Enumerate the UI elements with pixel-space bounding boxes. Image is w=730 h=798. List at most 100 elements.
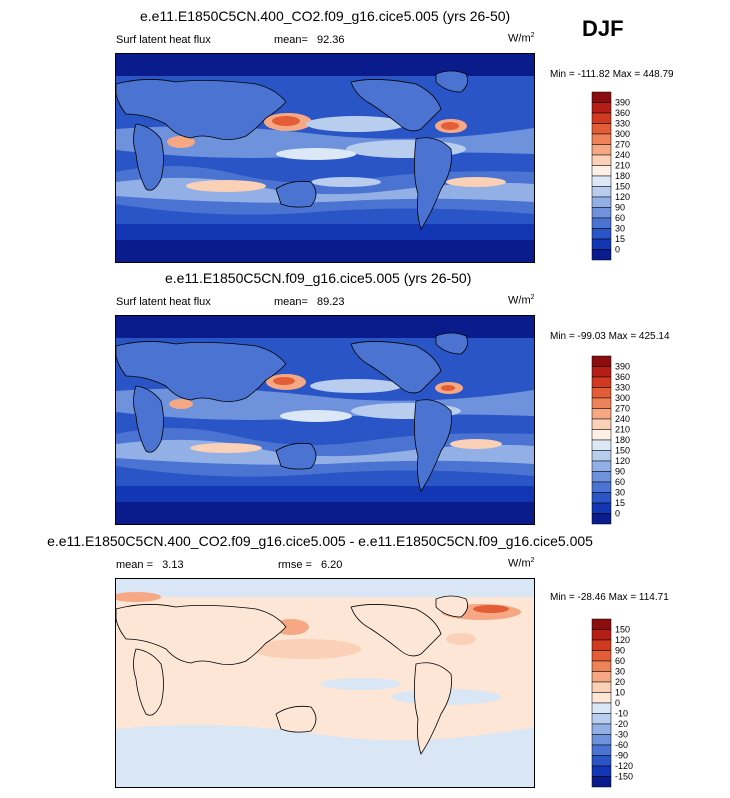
- panel-2-variable: Surf latent heat flux: [116, 296, 211, 308]
- panel-3-map-svg: [116, 579, 534, 787]
- panel-3-colorbar-swatch: [591, 723, 612, 735]
- panel-3-colorbar-swatch: [591, 681, 612, 693]
- panel-3-title: e.e11.E1850C5CN.400_CO2.f09_g16.cice5.00…: [47, 533, 593, 549]
- panel-1-colorbar-tick-label: 120: [615, 192, 630, 202]
- panel-2-units: W/m2: [508, 294, 535, 307]
- panel-2-mean-label: mean=: [274, 296, 308, 308]
- panel-1-colorbar-swatch: [591, 186, 612, 198]
- panel-1-colorbar-tick-label: 90: [615, 203, 625, 213]
- panel-2-colorbar-tick-label: 120: [615, 456, 630, 466]
- panel-2-colorbar-swatch: [591, 502, 612, 514]
- panel-3-colorbar-tick-label: 90: [615, 646, 625, 656]
- panel-3-minmax: Min = -28.46 Max = 114.71: [550, 592, 669, 603]
- panel-3-colorbar-swatch: [591, 650, 612, 662]
- panel-2-colorbar-tick-label: 90: [615, 467, 625, 477]
- panel-3-colorbar-tick-label: -10: [615, 709, 628, 719]
- panel-1-colorbar-swatch: [591, 165, 612, 177]
- panel-2-mean-value: 89.23: [317, 296, 345, 308]
- panel-1-mean: mean= 92.36: [274, 34, 345, 46]
- panel-3-colorbar-tick-label: 150: [615, 625, 630, 635]
- panel-1-colorbar-tick-label: 210: [615, 161, 630, 171]
- panel-2-colorbar-swatch: [591, 471, 612, 483]
- panel-3-colorbar-swatch: [591, 671, 612, 683]
- panel-1-colorbar-swatch: [591, 228, 612, 240]
- panel-2-colorbar-swatch: [591, 429, 612, 441]
- panel-1-colorbar-tick-label: 30: [615, 224, 625, 234]
- panel-2-colorbar-swatch: [591, 366, 612, 378]
- panel-1-colorbar: 390 360 330 300 270 240 210 180 150 120 90 60 30 15 0: [591, 91, 632, 261]
- panel-2-colorbar: 390 360 330 300 270 240 210 180 150 120 90 60 30 15 0: [591, 355, 632, 525]
- panel-3-colorbar-tick-label: 30: [615, 667, 625, 677]
- panel-1-colorbar-tick-label: 330: [615, 119, 630, 129]
- panel-3-colorbar-tick-label: 60: [615, 656, 625, 666]
- panel-3-mean: mean = 3.13: [116, 559, 184, 571]
- panel-3-map: [115, 578, 535, 788]
- panel-3-colorbar-swatch: [591, 692, 612, 704]
- panel-2-colorbar-swatch: [591, 513, 612, 525]
- panel-1-colorbar-tick-label: 180: [615, 171, 630, 181]
- panel-1-units: W/m2: [508, 32, 535, 45]
- panel-1-minmax: Min = -111.82 Max = 448.79: [550, 69, 674, 80]
- panel-3-colorbar-tick-label: -120: [615, 761, 633, 771]
- panel-1-colorbar-tick-label: 360: [615, 108, 630, 118]
- panel-3-colorbar-swatch: [591, 713, 612, 725]
- panel-3-colorbar-swatch: [591, 755, 612, 767]
- panel-1-colorbar-tick-label: 390: [615, 98, 630, 108]
- panel-2-colorbar-swatch: [591, 418, 612, 430]
- panel-2-colorbar-tick-label: 300: [615, 393, 630, 403]
- panel-1-mean-label: mean=: [274, 34, 308, 46]
- panel-3-colorbar-swatch: [591, 744, 612, 756]
- panel-1-colorbar-swatch: [591, 112, 612, 124]
- panel-3-colorbar-tick-label: -60: [615, 740, 628, 750]
- panel-3-colorbar-tick-label: 120: [615, 635, 630, 645]
- panel-3-colorbar-tick-label: -20: [615, 719, 628, 729]
- panel-3-colorbar-tick-label: -90: [615, 751, 628, 761]
- panel-1-title: e.e11.E1850C5CN.400_CO2.f09_g16.cice5.00…: [140, 8, 511, 24]
- panel-2-colorbar-swatch: [591, 450, 612, 462]
- panel-1-colorbar-tick-label: 150: [615, 182, 630, 192]
- season-label: DJF: [582, 16, 624, 41]
- panel-1-variable: Surf latent heat flux: [116, 34, 211, 46]
- panel-2-map: [115, 315, 535, 525]
- panel-3-colorbar-swatch: [591, 734, 612, 746]
- panel-2-colorbar-tick-label: 30: [615, 488, 625, 498]
- panel-3-colorbar-swatch: [591, 702, 612, 714]
- panel-1-colorbar-swatch: [591, 196, 612, 208]
- panel-2-colorbar-swatch: [591, 397, 612, 409]
- panel-1-colorbar-swatch: [591, 123, 612, 135]
- panel-3-colorbar: 150 120 90 60 30 20 10 0 -10 -20 -30 -60 -90 -120 -150: [591, 618, 633, 788]
- panel-3-colorbar-swatch: [591, 629, 612, 641]
- panel-1-colorbar-tick-label: 60: [615, 213, 625, 223]
- panel-1-colorbar-tick-label: 300: [615, 129, 630, 139]
- panel-2-colorbar-swatch: [591, 408, 612, 420]
- panel-3-rmse-label: rmse =: [278, 559, 312, 571]
- panel-2-colorbar-tick-label: 15: [615, 498, 625, 508]
- panel-1-map-svg: [116, 54, 534, 262]
- panel-3-units: W/m2: [508, 557, 535, 570]
- panel-2-colorbar-tick-label: 180: [615, 435, 630, 445]
- panel-1-colorbar-swatch: [591, 144, 612, 156]
- panel-2-colorbar-swatch: [591, 439, 612, 451]
- panel-3-colorbar-swatch: [591, 618, 612, 630]
- panel-2-map-svg: [116, 316, 534, 524]
- panel-2-colorbar-tick-label: 270: [615, 404, 630, 414]
- panel-2-colorbar-swatch: [591, 492, 612, 504]
- panel-3-colorbar-swatch: [591, 639, 612, 651]
- panel-2-title: e.e11.E1850C5CN.f09_g16.cice5.005 (yrs 2…: [165, 270, 472, 286]
- panel-1-colorbar-swatch: [591, 133, 612, 145]
- panel-1-map: [115, 53, 535, 263]
- panel-3-colorbar-tick-label: -30: [615, 730, 628, 740]
- panel-2-colorbar-tick-label: 360: [615, 372, 630, 382]
- panel-1-colorbar-tick-label: 15: [615, 234, 625, 244]
- panel-1-colorbar-swatch: [591, 102, 612, 114]
- panel-2-colorbar-tick-label: 150: [615, 446, 630, 456]
- panel-3-colorbar-tick-label: 10: [615, 688, 625, 698]
- panel-1-colorbar-swatch: [591, 238, 612, 250]
- panel-1-mean-value: 92.36: [317, 34, 345, 46]
- panel-2-colorbar-tick-label: 60: [615, 477, 625, 487]
- panel-1-colorbar-tick-label: 240: [615, 150, 630, 160]
- panel-3-colorbar-swatch: [591, 776, 612, 788]
